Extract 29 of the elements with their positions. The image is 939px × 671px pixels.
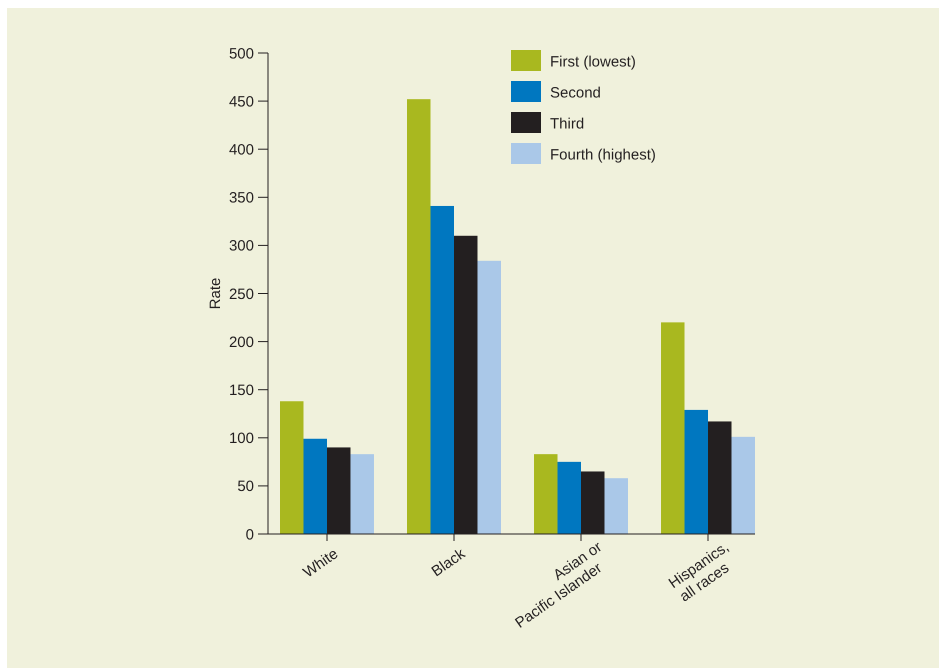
bar (350, 454, 374, 534)
bar (732, 436, 755, 534)
bar (430, 206, 454, 534)
x-tick-label: White (300, 545, 342, 582)
bar (303, 438, 327, 534)
y-tick-label: 400 (228, 141, 254, 158)
y-axis-title: Rate (207, 278, 224, 310)
legend-label: Third (550, 115, 584, 132)
bar (684, 410, 708, 534)
bar (477, 260, 501, 534)
y-tick-label: 350 (228, 190, 254, 207)
y-tick-label: 250 (228, 286, 254, 303)
y-tick-label: 0 (246, 526, 254, 544)
y-tick-label: 150 (228, 382, 254, 399)
bar (604, 478, 628, 534)
y-tick-label: 450 (228, 93, 254, 110)
bar (280, 401, 304, 534)
y-tick-label: 100 (228, 430, 254, 448)
legend-label: Fourth (highest) (550, 146, 656, 164)
bar (661, 322, 685, 534)
bar (407, 99, 430, 534)
y-tick-label: 200 (228, 334, 254, 351)
y-tick-label: 50 (237, 478, 254, 496)
legend-label: First (lowest) (550, 53, 636, 70)
bar (558, 462, 582, 534)
legend-label: Second (550, 84, 601, 102)
y-tick-label: 500 (228, 45, 254, 62)
bar (534, 454, 558, 534)
y-tick-label: 300 (228, 238, 254, 255)
